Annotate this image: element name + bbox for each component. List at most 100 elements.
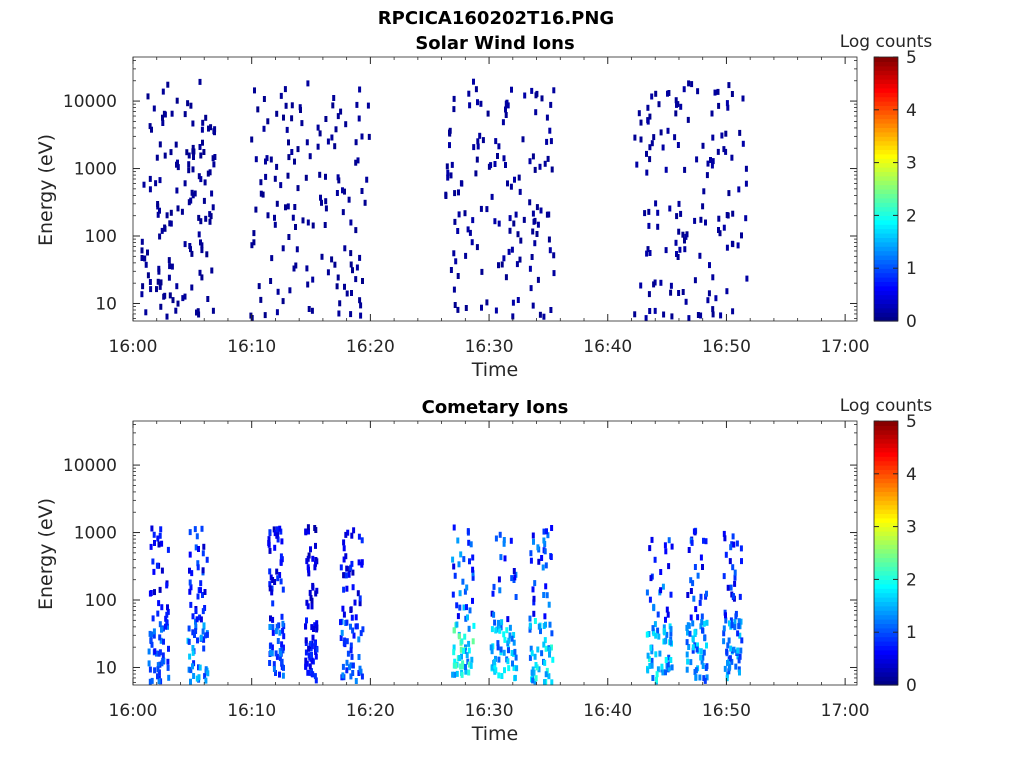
spectrogram-cell bbox=[359, 312, 363, 319]
spectrogram-cell bbox=[492, 583, 496, 590]
colorbar-segment bbox=[874, 491, 898, 497]
spectrogram-cell bbox=[646, 104, 650, 111]
spectrogram-cell bbox=[471, 597, 474, 604]
spectrogram-cell bbox=[637, 110, 641, 117]
spectrogram-cell bbox=[662, 311, 666, 318]
spectrogram-cell bbox=[203, 632, 207, 639]
spectrogram-cell bbox=[733, 569, 737, 576]
spectrogram-cell bbox=[336, 174, 340, 181]
spectrogram-cell bbox=[157, 650, 161, 657]
spectrogram-cell bbox=[647, 222, 651, 229]
spectrogram-cell bbox=[282, 114, 285, 121]
spectrogram-cell bbox=[738, 669, 741, 676]
spectrogram-cell bbox=[538, 163, 542, 170]
spectrogram-cell bbox=[537, 666, 541, 673]
spectrogram-cell bbox=[341, 663, 345, 670]
spectrogram-cell bbox=[292, 265, 296, 272]
spectrogram-cell bbox=[508, 624, 512, 631]
spectrogram-cell bbox=[359, 630, 363, 637]
spectrogram-cell bbox=[664, 657, 668, 663]
spectrogram-cell bbox=[293, 204, 297, 210]
spectrogram-cell bbox=[532, 595, 536, 602]
spectrogram-cell bbox=[156, 211, 160, 218]
spectrogram-cell bbox=[645, 169, 649, 176]
spectrogram-cell bbox=[722, 625, 726, 632]
spectrogram-cell bbox=[344, 572, 348, 579]
spectrogram-cell bbox=[476, 138, 480, 145]
spectrogram-cell bbox=[323, 222, 327, 228]
colorbar-segment bbox=[874, 228, 898, 234]
colorbar-segment bbox=[874, 171, 898, 177]
spectrogram-cell bbox=[493, 218, 497, 225]
spectrogram-cell bbox=[141, 283, 145, 290]
spectrogram-cell bbox=[357, 654, 361, 660]
spectrogram-cell bbox=[549, 138, 553, 145]
spectrogram-cell bbox=[500, 619, 504, 626]
spectrogram-cell bbox=[540, 650, 544, 657]
spectrogram-cell bbox=[544, 645, 548, 652]
spectrogram-cell bbox=[349, 250, 353, 257]
colorbar-segment bbox=[874, 233, 898, 238]
colorbar-segment bbox=[874, 671, 898, 677]
spectrogram-cell bbox=[453, 671, 457, 678]
spectrogram-cell bbox=[207, 125, 210, 132]
spectrogram-cell bbox=[502, 540, 506, 547]
spectrogram-cell bbox=[347, 196, 351, 203]
spectrogram-cell bbox=[547, 211, 551, 218]
y-tick-label: 10000 bbox=[63, 92, 117, 112]
spectrogram-cell bbox=[502, 649, 506, 656]
spectrogram-cell bbox=[159, 279, 163, 286]
spectrogram-cell bbox=[360, 673, 364, 680]
spectrogram-cell bbox=[208, 211, 212, 218]
spectrogram-cell bbox=[669, 626, 673, 633]
spectrogram-cell bbox=[152, 531, 156, 538]
spectrogram-cell bbox=[699, 648, 703, 655]
colorbar-tick-label: 0 bbox=[906, 312, 917, 332]
spectrogram-cell bbox=[731, 593, 735, 599]
spectrogram-cell bbox=[190, 189, 194, 196]
colorbar-segment bbox=[874, 495, 898, 501]
spectrogram-cell bbox=[536, 276, 540, 283]
spectrogram-cell bbox=[691, 580, 695, 587]
spectrogram-cell bbox=[167, 257, 171, 264]
spectrogram-cell bbox=[648, 308, 652, 314]
spectrogram-cell bbox=[460, 638, 464, 645]
spectrogram-cell bbox=[153, 589, 156, 596]
spectrogram-cell bbox=[264, 158, 267, 165]
spectrogram-cell bbox=[686, 592, 690, 598]
spectrogram-cell bbox=[723, 665, 727, 672]
spectrogram-cell bbox=[733, 574, 737, 581]
spectrogram-cell bbox=[472, 78, 475, 85]
spectrogram-cell bbox=[544, 583, 548, 590]
spectrogram-cell bbox=[467, 539, 471, 546]
spectrogram-cell bbox=[336, 274, 340, 281]
spectrogram-cell bbox=[531, 228, 535, 235]
spectrogram-cell bbox=[449, 172, 453, 179]
spectrogram-cell bbox=[350, 653, 354, 660]
spectrogram-cell bbox=[156, 610, 160, 617]
spectrogram-cell bbox=[304, 174, 308, 181]
spectrogram-cell bbox=[176, 205, 180, 212]
spectrogram-cell bbox=[205, 556, 209, 563]
spectrogram-cell bbox=[201, 119, 205, 126]
spectrogram-cell bbox=[635, 161, 639, 168]
spectrogram-cell bbox=[164, 623, 167, 630]
spectrogram-cell bbox=[701, 564, 704, 570]
spectrogram-cell bbox=[304, 637, 308, 644]
spectrogram-cell bbox=[541, 564, 545, 571]
spectrogram-cell bbox=[190, 570, 194, 577]
spectrogram-cell bbox=[481, 137, 485, 144]
spectrogram-cell bbox=[710, 162, 714, 169]
spectrogram-cell bbox=[456, 537, 460, 544]
spectrogram-cell bbox=[720, 132, 724, 139]
spectrogram-cell bbox=[701, 663, 705, 669]
spectrogram-cell bbox=[533, 580, 537, 587]
spectrogram-cell bbox=[519, 237, 523, 244]
spectrogram-cell bbox=[201, 567, 205, 574]
spectrogram-cell bbox=[552, 270, 556, 277]
colorbar-segment bbox=[874, 281, 898, 287]
spectrogram-cell bbox=[270, 585, 274, 592]
spectrogram-cell bbox=[294, 224, 297, 230]
colorbar-frame bbox=[873, 420, 899, 686]
spectrogram-cell bbox=[181, 295, 185, 302]
